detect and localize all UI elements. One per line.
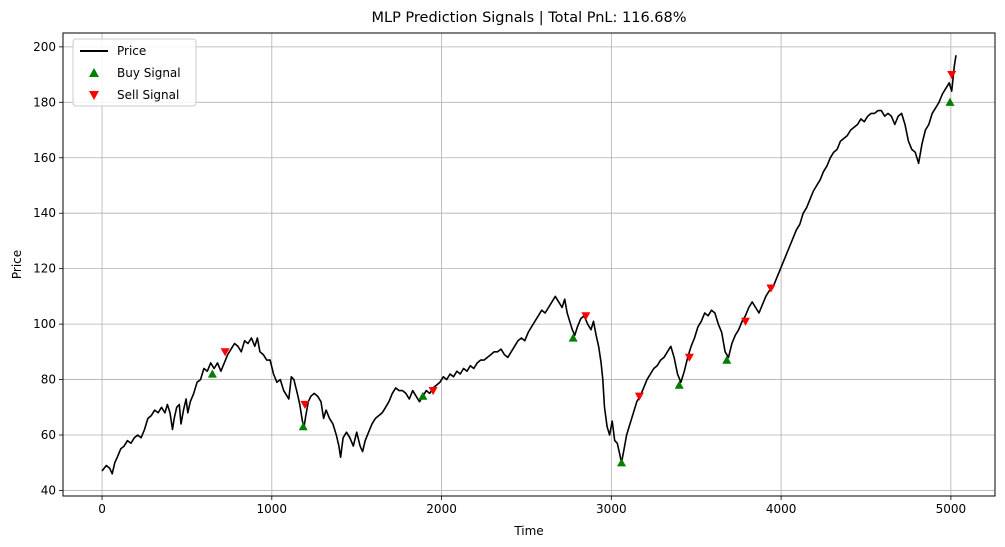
y-tick-label: 180 <box>33 95 56 109</box>
buy-signal-marker <box>617 458 627 467</box>
sell-signal-marker <box>634 392 644 401</box>
legend-label: Buy Signal <box>117 66 181 80</box>
y-tick-label: 100 <box>33 317 56 331</box>
buy-signal-marker <box>418 391 428 400</box>
buy-signal-marker <box>568 333 578 342</box>
grid <box>63 33 995 496</box>
sell-signal-marker <box>947 70 957 80</box>
x-tick-label: 0 <box>98 502 106 516</box>
legend: Price Buy Signal Sell Signal <box>72 38 197 107</box>
y-tick-label: 160 <box>33 151 56 165</box>
legend-label: Price <box>117 44 146 58</box>
y-tick-label: 140 <box>33 206 56 220</box>
buy-signal-marker <box>722 355 732 364</box>
sell-signal-marker <box>684 353 694 362</box>
legend-sell-swatch <box>89 91 99 100</box>
chart-title: MLP Prediction Signals | Total PnL: 116.… <box>371 10 686 26</box>
x-axis-label: Time <box>513 524 543 538</box>
y-tick-label: 80 <box>41 373 56 387</box>
x-tick-label: 3000 <box>596 502 627 516</box>
sell-signal-marker <box>300 400 310 410</box>
legend-buy-swatch <box>89 68 99 77</box>
x-tick-label: 5000 <box>936 502 967 516</box>
y-axis-label: Price <box>10 250 24 279</box>
axis-ticks: 0 1000 2000 3000 4000 5000 40 60 80 100 120 140 160 1… <box>33 40 966 516</box>
y-tick-label: 40 <box>41 483 56 497</box>
y-tick-label: 120 <box>33 262 56 276</box>
buy-signal-marker <box>674 380 684 389</box>
price-line <box>101 55 957 475</box>
buy-signal-marker <box>207 369 217 378</box>
legend-box <box>72 38 197 107</box>
y-tick-label: 200 <box>33 40 56 54</box>
sell-signal-marker <box>766 284 776 293</box>
buy-signal-marker <box>945 97 955 106</box>
sell-signal-marker <box>740 317 750 326</box>
y-tick-label: 60 <box>41 428 56 442</box>
plot-series <box>101 55 957 475</box>
sell-signal-marker <box>581 312 591 321</box>
sell-signal-marker <box>220 348 230 357</box>
legend-label: Sell Signal <box>117 88 179 102</box>
buy-signal-marker <box>298 422 308 431</box>
x-tick-label: 4000 <box>766 502 797 516</box>
x-tick-label: 1000 <box>257 502 288 516</box>
x-tick-label: 2000 <box>426 502 457 516</box>
sell-signal-marker <box>428 387 438 396</box>
plot-frame <box>62 32 996 497</box>
